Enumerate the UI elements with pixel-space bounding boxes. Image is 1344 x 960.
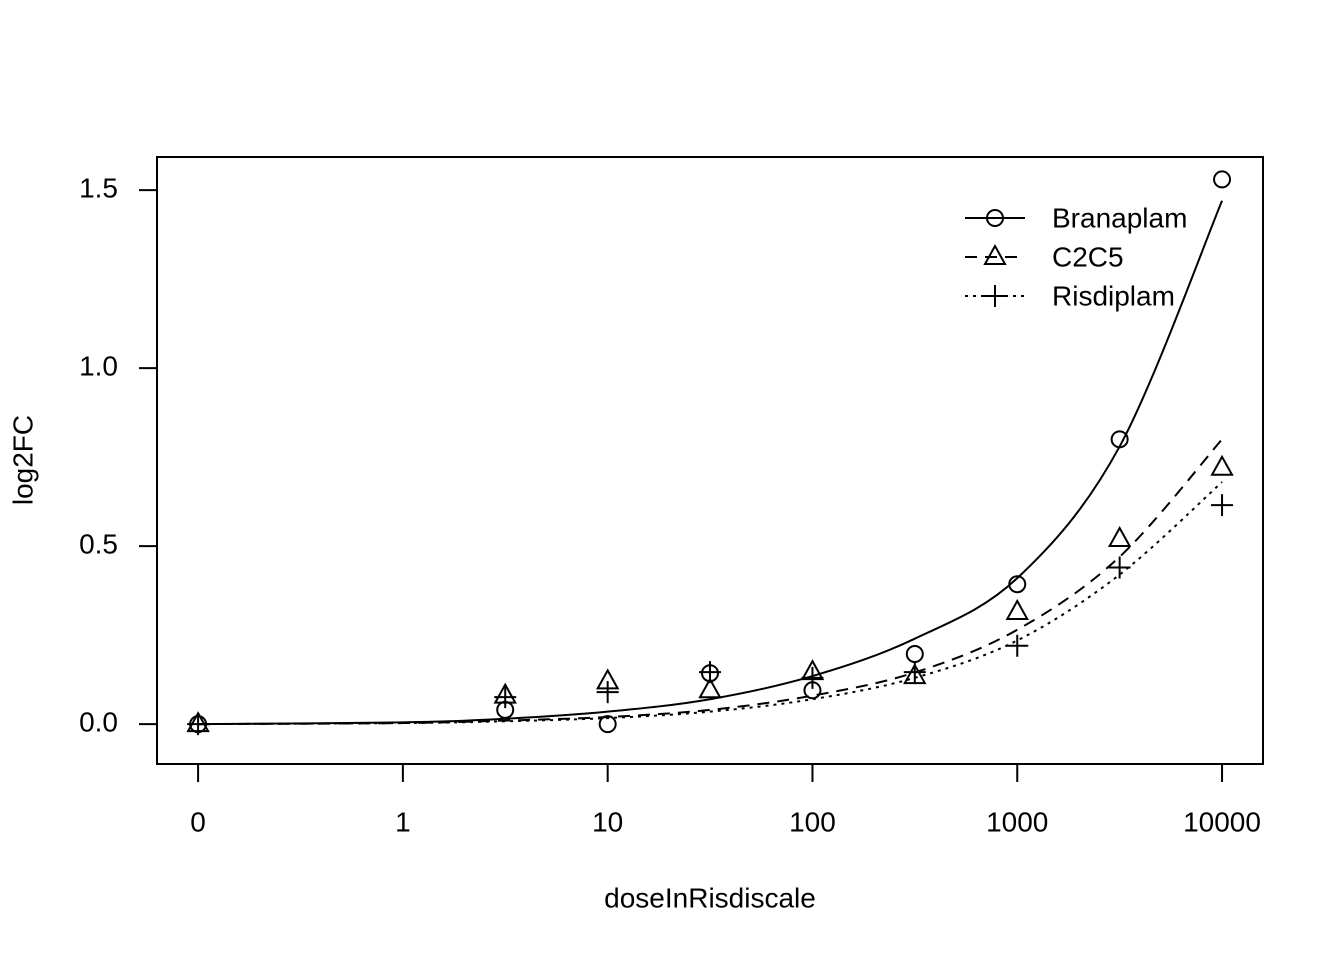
point bbox=[1213, 170, 1232, 189]
point bbox=[801, 666, 824, 689]
point bbox=[187, 713, 210, 736]
legend-label: Risdiplam bbox=[1052, 280, 1175, 311]
x-tick-label: 0 bbox=[190, 806, 206, 837]
y-axis-label: log2FC bbox=[7, 415, 38, 505]
x-tick-label: 10 bbox=[592, 806, 623, 837]
point bbox=[1006, 634, 1029, 657]
point bbox=[698, 677, 722, 699]
plot-box bbox=[156, 156, 1264, 765]
point bbox=[1210, 454, 1234, 476]
point bbox=[905, 644, 924, 663]
point bbox=[494, 686, 517, 709]
x-tick-label: 1000 bbox=[986, 806, 1048, 837]
y-tick-label: 0.0 bbox=[79, 707, 118, 738]
point bbox=[1211, 494, 1234, 517]
fit-curve bbox=[198, 200, 1223, 726]
point bbox=[1008, 575, 1027, 594]
point bbox=[1110, 430, 1129, 449]
y-tick-label: 1.0 bbox=[79, 351, 118, 382]
x-tick-label: 1 bbox=[395, 806, 411, 837]
point bbox=[699, 661, 722, 684]
fit-curve bbox=[198, 438, 1223, 726]
point bbox=[903, 661, 926, 684]
y-tick-label: 0.5 bbox=[79, 529, 118, 560]
x-tick-label: 100 bbox=[789, 806, 836, 837]
point bbox=[1107, 525, 1132, 548]
point bbox=[1108, 556, 1131, 579]
legend-marker bbox=[983, 243, 1007, 265]
legend-marker bbox=[986, 209, 1004, 227]
point bbox=[1005, 598, 1029, 620]
y-tick-label: 1.5 bbox=[79, 172, 118, 203]
point bbox=[596, 681, 619, 704]
legend-label: C2C5 bbox=[1052, 241, 1124, 272]
x-tick-label: 10000 bbox=[1183, 806, 1261, 837]
x-axis-label: doseInRisdiscale bbox=[604, 882, 816, 913]
fit-curve bbox=[198, 481, 1223, 726]
legend-label: Branaplam bbox=[1052, 202, 1187, 233]
legend-marker bbox=[984, 285, 1006, 307]
